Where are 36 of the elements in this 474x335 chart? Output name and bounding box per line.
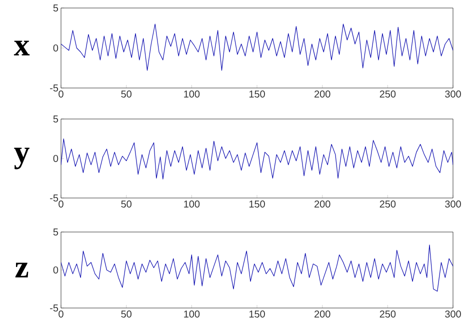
y-axis-title: x: [14, 40, 30, 56]
x-tick-label: 250: [380, 200, 396, 208]
y-axis-title: y: [14, 148, 30, 170]
x-tick-label: 50: [121, 310, 132, 318]
x-tick-label: 100: [184, 310, 200, 318]
x-tick-label: 0: [58, 310, 64, 318]
line-series: [61, 138, 453, 180]
x-tick-label: 50: [121, 200, 132, 208]
y-tick-label: 0: [53, 266, 58, 274]
x-tick-label: 150: [249, 200, 265, 208]
y-tick-label: -5: [50, 304, 58, 312]
x-tick-label: 100: [184, 200, 200, 208]
line-series: [61, 24, 453, 71]
y-tick-label: -5: [50, 84, 58, 92]
x-tick-label: 0: [58, 90, 64, 98]
x-tick-label: 150: [249, 310, 265, 318]
y-tick-label: 0: [53, 154, 58, 162]
x-tick-label: 300: [445, 90, 461, 98]
x-tick-label: 200: [314, 200, 330, 208]
x-tick-label: 300: [445, 200, 461, 208]
y-axis-title: z: [15, 262, 28, 278]
y-tick-label: 5: [53, 4, 58, 12]
x-tick-label: 0: [58, 200, 64, 208]
x-tick-label: 100: [184, 90, 200, 98]
line-series: [61, 244, 454, 292]
x-tick-label: 200: [314, 310, 330, 318]
x-tick-label: 250: [380, 310, 396, 318]
x-tick-label: 300: [445, 310, 461, 318]
x-tick-label: 200: [314, 90, 330, 98]
x-tick-label: 50: [121, 90, 132, 98]
y-tick-label: -5: [50, 194, 58, 202]
y-tick-label: 5: [53, 228, 58, 236]
x-tick-label: 150: [249, 90, 265, 98]
x-tick-label: 250: [380, 90, 396, 98]
y-tick-label: 5: [53, 116, 58, 122]
y-tick-label: 0: [53, 44, 58, 52]
